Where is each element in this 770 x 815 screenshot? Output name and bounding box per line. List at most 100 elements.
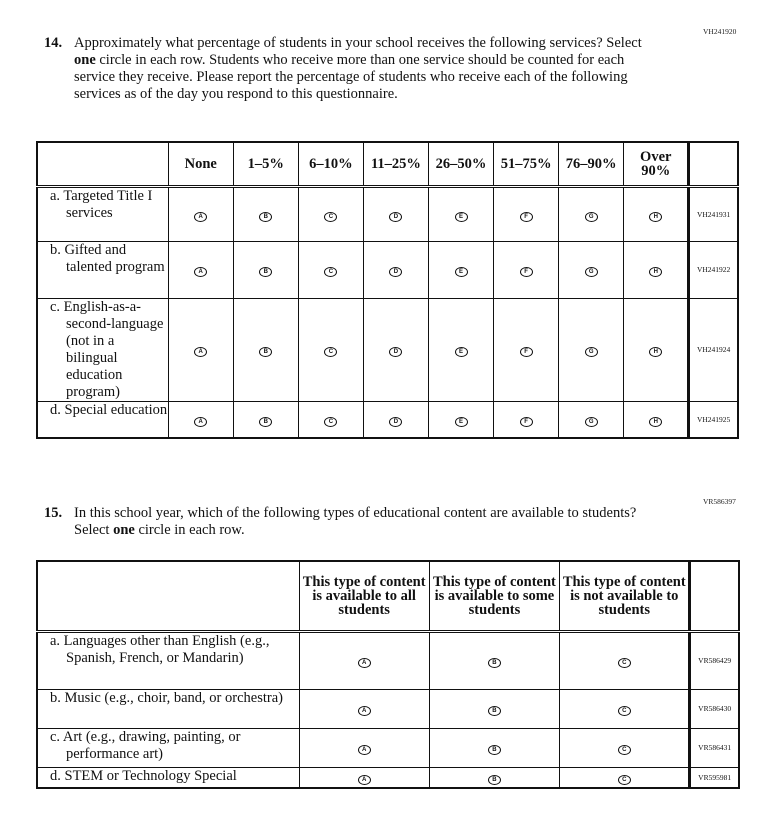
response-cell: C	[297, 240, 364, 299]
response-cell: G	[558, 297, 625, 402]
response-cell: D	[362, 400, 429, 439]
header-blank	[36, 141, 169, 187]
response-bubble[interactable]: C	[324, 211, 338, 222]
response-bubble[interactable]: E	[454, 267, 468, 277]
row-code: VH241922	[687, 240, 739, 299]
response-cell: B	[428, 630, 561, 690]
row-code: VR586429	[688, 630, 740, 690]
response-bubble[interactable]: B	[259, 211, 273, 222]
response-bubble[interactable]: H	[649, 347, 663, 357]
row-code: VR586431	[688, 727, 740, 768]
response-cell: C	[559, 766, 691, 789]
response-bubble[interactable]: B	[487, 774, 501, 785]
response-bubble[interactable]: B	[487, 658, 501, 668]
response-bubble[interactable]: B	[259, 347, 273, 357]
row-code: VR595981	[688, 766, 740, 789]
response-bubble[interactable]: B	[259, 267, 273, 277]
response-cell: D	[362, 185, 429, 242]
response-bubble[interactable]: B	[259, 416, 273, 427]
response-bubble[interactable]: H	[649, 267, 663, 277]
question-text: Approximately what percentage of student…	[74, 35, 642, 51]
response-bubble[interactable]: A	[194, 211, 208, 222]
response-bubble[interactable]: G	[584, 347, 598, 357]
question-14: 14. Approximately what percentage of stu…	[44, 35, 644, 103]
response-bubble[interactable]: E	[454, 347, 468, 357]
response-bubble[interactable]: C	[324, 267, 338, 277]
response-cell: C	[559, 630, 691, 690]
response-cell: C	[559, 688, 691, 729]
response-bubble[interactable]: G	[584, 416, 598, 427]
response-bubble[interactable]: E	[454, 211, 468, 222]
response-cell: B	[428, 766, 561, 789]
response-cell: B	[232, 185, 299, 242]
response-bubble[interactable]: C	[324, 416, 338, 427]
row-label: b. Gifted and talented program	[36, 240, 169, 299]
response-cell: D	[362, 240, 429, 299]
response-bubble[interactable]: A	[357, 745, 371, 755]
response-cell: C	[559, 727, 691, 768]
response-bubble[interactable]: A	[357, 658, 371, 668]
response-bubble[interactable]: B	[487, 706, 501, 716]
response-cell: B	[232, 400, 299, 439]
header-blank	[36, 560, 300, 632]
question-15: 15. In this school year, which of the fo…	[44, 505, 654, 539]
table-row: b. Gifted and talented program A B C D E F G H VH…	[36, 240, 739, 299]
column-header: 6–10%	[297, 141, 364, 187]
response-cell: C	[297, 400, 364, 439]
table-row: a. Targeted Title I services A B C D E F G H VH24…	[36, 185, 739, 242]
table-row: c. Art (e.g., drawing, painting, or perf…	[36, 727, 740, 768]
response-bubble[interactable]: F	[519, 347, 533, 357]
response-bubble[interactable]: B	[487, 745, 501, 755]
response-bubble[interactable]: H	[649, 211, 663, 222]
response-cell: E	[427, 297, 495, 402]
response-bubble[interactable]: D	[389, 347, 403, 357]
response-cell: H	[623, 185, 690, 242]
response-bubble[interactable]: D	[389, 211, 403, 222]
table-row: d. STEM or Technology Special A B C VR595981	[36, 766, 740, 789]
response-bubble[interactable]: F	[519, 211, 533, 222]
response-bubble[interactable]: D	[389, 267, 403, 277]
response-bubble[interactable]: C	[324, 347, 338, 357]
response-bubble[interactable]: A	[194, 416, 208, 427]
response-bubble[interactable]: D	[389, 416, 403, 427]
row-label: a. Languages other than English (e.g., S…	[36, 630, 300, 690]
response-cell: F	[493, 240, 560, 299]
question-text-bold: one	[113, 522, 135, 538]
question-number: 14.	[44, 35, 63, 51]
row-code: VH241924	[687, 297, 739, 402]
q15-code: VR586397	[703, 497, 736, 506]
response-bubble[interactable]: C	[617, 745, 631, 755]
column-header: 11–25%	[362, 141, 429, 187]
response-cell: C	[297, 297, 364, 402]
row-label: b. Music (e.g., choir, band, or orchestr…	[36, 688, 300, 729]
response-bubble[interactable]: G	[584, 267, 598, 277]
response-cell: A	[167, 297, 234, 402]
response-bubble[interactable]: F	[519, 416, 533, 427]
table-row: c. English-as-a-second-language (not in …	[36, 297, 739, 402]
response-bubble[interactable]: C	[617, 706, 631, 716]
table-row: b. Music (e.g., choir, band, or orchestr…	[36, 688, 740, 729]
response-bubble[interactable]: G	[584, 211, 598, 222]
response-bubble[interactable]: A	[194, 347, 208, 357]
response-cell: A	[167, 185, 234, 242]
question-number: 15.	[44, 505, 63, 521]
response-cell: E	[427, 185, 495, 242]
response-bubble[interactable]: C	[617, 658, 631, 668]
response-bubble[interactable]: A	[357, 706, 371, 716]
response-cell: G	[558, 185, 625, 242]
response-cell: E	[427, 400, 495, 439]
response-bubble[interactable]: F	[519, 267, 533, 277]
q14-code: VH241920	[703, 27, 737, 36]
response-cell: A	[298, 766, 430, 789]
response-cell: D	[362, 297, 429, 402]
response-bubble[interactable]: A	[194, 267, 208, 277]
response-cell: B	[232, 297, 299, 402]
table-row: a. Languages other than English (e.g., S…	[36, 630, 740, 690]
response-bubble[interactable]: E	[454, 416, 468, 427]
response-bubble[interactable]: C	[617, 774, 631, 785]
column-header: This type of content is available to som…	[428, 560, 561, 632]
response-cell: B	[232, 240, 299, 299]
response-bubble[interactable]: A	[357, 774, 371, 785]
row-label: c. Art (e.g., drawing, painting, or perf…	[36, 727, 300, 768]
response-bubble[interactable]: H	[649, 416, 663, 427]
